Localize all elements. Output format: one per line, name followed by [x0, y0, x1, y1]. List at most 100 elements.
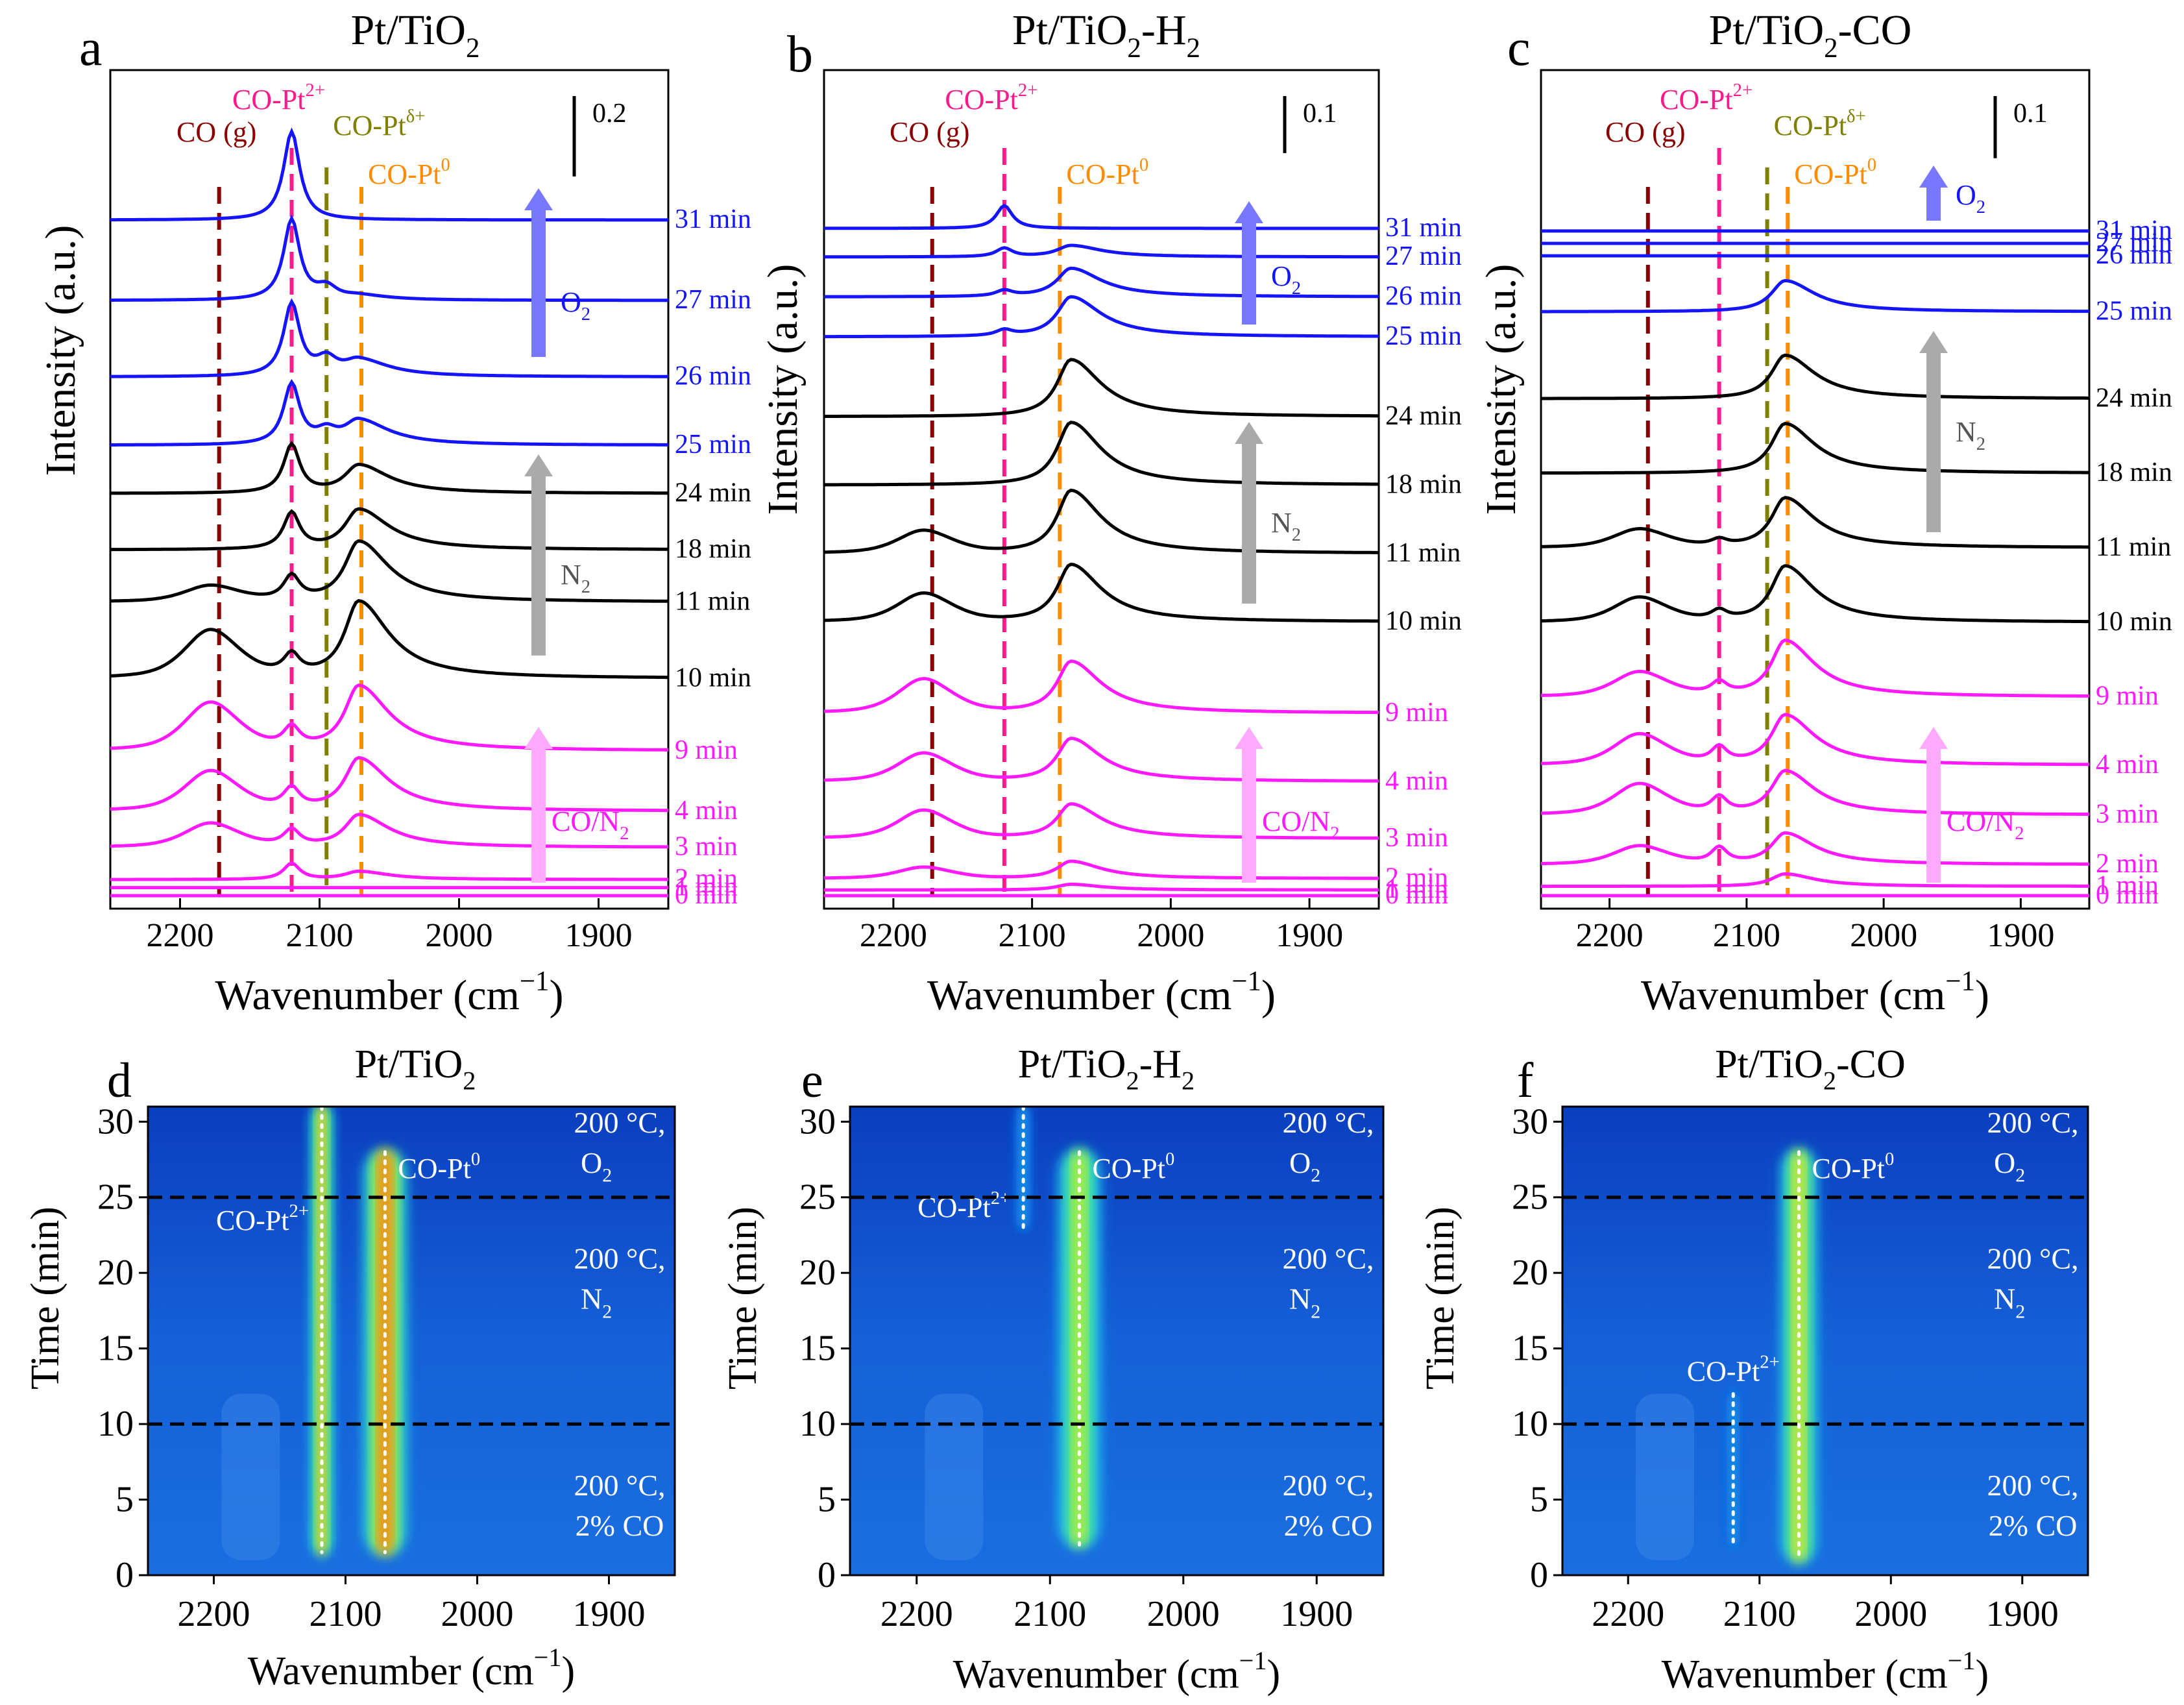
gas-label-o2-part: O — [1271, 260, 1292, 292]
spectrum-11-min — [1540, 496, 2089, 549]
series-label-2-min: 2 min — [675, 864, 738, 894]
x-axis-label-part: Wavenumber (cm — [1662, 1652, 1948, 1697]
zone-label-line1: 200 °C, — [1987, 1469, 2078, 1502]
y-axis-label: Time (min) — [23, 1207, 67, 1390]
panel-title-part: 2 — [1126, 1066, 1139, 1096]
zone-label-line2-part: 2 — [602, 1165, 612, 1186]
gas-label-o2: O2 — [1956, 179, 1985, 217]
zone-label-line2: O2 — [1994, 1146, 2025, 1186]
marker-label-copt2-part: 2+ — [306, 80, 325, 101]
gas-label-o2-part: 2 — [1976, 197, 1985, 217]
panel-title-part: - — [1139, 1042, 1153, 1086]
y-tick-label: 0 — [818, 1555, 836, 1595]
marker-label-copt2-part: CO-Pt — [945, 84, 1017, 116]
marker-label-copt0-part: 0 — [441, 155, 450, 175]
marker-label-copt2-part: 2+ — [1018, 80, 1037, 101]
panel-title-part: H — [1152, 1042, 1182, 1086]
spectrum-11-min — [110, 539, 668, 603]
series-label-10-min: 10 min — [1385, 606, 1462, 636]
panel-letter: a — [79, 19, 103, 77]
stripe-label-copt0: CO-Pt0 — [398, 1149, 480, 1184]
panel-title-part: TiO — [1760, 1042, 1823, 1086]
zone-label-line2-part: 2% CO — [1284, 1509, 1373, 1542]
y-tick-label: 20 — [97, 1253, 134, 1293]
x-axis-label-part: −1 — [1232, 966, 1261, 996]
spectrum-26-min — [110, 298, 668, 378]
marker-label-cog-part: CO (g) — [1605, 116, 1685, 148]
x-tick-label: 2200 — [147, 917, 214, 954]
zone-label-line1: 200 °C, — [1282, 1469, 1374, 1502]
stripe-label-copt0: CO-Pt0 — [1812, 1149, 1895, 1184]
stripe-label-copt2-part: CO-Pt — [216, 1205, 289, 1236]
marker-label-copt0: CO-Pt0 — [368, 155, 450, 190]
x-tick-label: 2200 — [880, 1594, 953, 1634]
panel-title-part: Pt/ — [1018, 1042, 1063, 1086]
gas-label-co-n2-part: 2 — [1330, 824, 1339, 844]
series-label-18-min: 18 min — [675, 534, 751, 564]
gas-label-co-n2-part: 2 — [620, 824, 629, 844]
zone-label-line2-part: O — [581, 1146, 602, 1179]
x-tick-label: 2000 — [1147, 1594, 1220, 1634]
spectrum-4-min — [823, 736, 1379, 783]
series-label-25-min: 25 min — [1385, 321, 1462, 351]
panel-title-part: 2 — [466, 33, 479, 64]
gas-arrow-head-o2 — [1919, 166, 1948, 188]
series-label-26-min: 26 min — [675, 362, 751, 391]
series-label-1-min: 1 min — [1385, 874, 1448, 904]
y-tick-label: 10 — [799, 1404, 836, 1444]
x-tick-label: 2200 — [178, 1594, 250, 1634]
x-axis-label: Wavenumber (cm−1) — [953, 1646, 1280, 1697]
stripe-label-copt0-part: CO-Pt — [398, 1153, 470, 1184]
y-tick-label: 25 — [799, 1177, 836, 1218]
panel-title-part: Pt/ — [1715, 1042, 1760, 1086]
series-label-2-min: 2 min — [2096, 849, 2159, 879]
spectrum-25-min — [110, 378, 668, 447]
stripe-label-copt0-part: CO-Pt — [1812, 1153, 1885, 1184]
y-tick-label: 20 — [1512, 1253, 1548, 1293]
series-label-24-min: 24 min — [675, 478, 751, 508]
gas-label-co-n2: CO/N2 — [1262, 805, 1339, 844]
series-label-10-min: 10 min — [675, 663, 751, 693]
stripe-label-copt2-part: CO-Pt — [1687, 1356, 1760, 1388]
gas-label-n2: N2 — [561, 559, 590, 597]
x-tick-label: 2000 — [426, 917, 493, 954]
panel-title-part: 2 — [1127, 33, 1141, 64]
gas-label-co-n2: CO/N2 — [552, 805, 629, 844]
stripe-label-copt2: CO-Pt2+ — [1687, 1353, 1780, 1388]
zone-label-line2: N2 — [581, 1282, 612, 1322]
gas-arrow-head-n2 — [524, 454, 553, 476]
marker-label-copt2: CO-Pt2+ — [1660, 80, 1753, 116]
x-tick-label: 2000 — [1850, 917, 1917, 954]
zone-label-line2: N2 — [1994, 1282, 2025, 1322]
marker-label-copt-part: CO-Pt — [333, 110, 406, 141]
x-tick-label: 1900 — [565, 917, 633, 954]
y-tick-label: 25 — [1512, 1177, 1548, 1218]
gas-arrow-shaft-o2 — [1242, 221, 1256, 325]
x-tick-label: 2000 — [1137, 917, 1204, 954]
panel-title-part: Pt/ — [1012, 6, 1060, 54]
panel-title-part: 2 — [1182, 1066, 1195, 1096]
gas-arrow-shaft-n2 — [1242, 441, 1256, 604]
heatmap-layer — [148, 1107, 675, 1575]
scale-bar-label: 0.2 — [592, 99, 627, 129]
series-label-27-min: 27 min — [1385, 241, 1462, 271]
spectrum-9-min — [823, 659, 1379, 715]
x-tick-label: 2000 — [441, 1594, 514, 1634]
stripe-label-copt0-part: 0 — [1165, 1149, 1174, 1170]
series-label-24-min: 24 min — [2096, 383, 2172, 413]
series-label-4-min: 4 min — [1385, 766, 1448, 796]
zone-label-line1: 200 °C, — [1987, 1106, 2078, 1139]
series-label-31-min: 31 min — [675, 204, 751, 234]
plot-frame — [823, 69, 1380, 910]
y-tick-label: 5 — [115, 1480, 134, 1520]
y-tick-label: 0 — [115, 1555, 134, 1595]
stripe-label-copt2-part: 2+ — [289, 1201, 309, 1221]
spectrum-18-min — [824, 421, 1379, 487]
panel-title-part: Pt/ — [1709, 6, 1757, 54]
zone-label-line2: 2% CO — [576, 1509, 664, 1542]
scale-bar-label: 0.1 — [1303, 99, 1337, 129]
series-label-31-min: 31 min — [2096, 215, 2172, 245]
spectrum-24-min — [110, 441, 668, 495]
x-tick-label: 2200 — [1592, 1594, 1664, 1634]
